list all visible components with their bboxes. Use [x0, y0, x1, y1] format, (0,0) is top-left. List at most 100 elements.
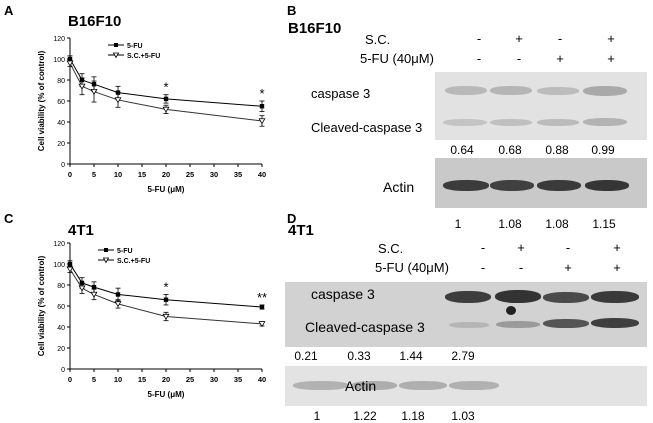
x-tick-label: 5 — [92, 375, 96, 384]
x-tick-label: 25 — [186, 170, 194, 179]
y-tick-label: 40 — [57, 120, 65, 127]
significance-marker: * — [259, 86, 264, 101]
data-point — [67, 56, 73, 62]
actin-ratio: 1.08 — [545, 217, 569, 231]
panel-letter-d: D — [287, 211, 297, 226]
actin-ratio: 1 — [454, 217, 462, 231]
panel-title-c: 4T1 — [68, 222, 94, 239]
panel-title-b: B16F10 — [288, 20, 342, 37]
fu-sign: - — [476, 51, 482, 66]
sc-sign: + — [515, 31, 523, 46]
actin-ratio: 1 — [313, 409, 321, 423]
western-blot-b16f10: S.C. 5-FU (40μM) - + - + - - + + caspase… — [285, 0, 653, 231]
x-tick-label: 0 — [68, 170, 72, 179]
ratio-value: 0.64 — [450, 143, 474, 157]
legend-label: 5-FU — [117, 248, 133, 255]
data-point — [91, 284, 97, 290]
x-tick-label: 10 — [114, 170, 122, 179]
sc-row-label: S.C. — [365, 32, 391, 47]
caspase-blot-image — [285, 282, 647, 347]
data-point — [259, 104, 265, 109]
cleaved-caspase-label: Cleaved-caspase 3 — [311, 120, 423, 135]
actin-label: Actin — [345, 378, 377, 394]
caspase-blot-image — [435, 72, 647, 140]
y-tick-label: 80 — [57, 283, 65, 290]
x-axis-label: 5-FU (μM) — [148, 390, 185, 399]
series-line-fu — [69, 58, 263, 107]
actin-ratio: 1.18 — [401, 409, 425, 423]
sc-sign: - — [565, 240, 571, 255]
x-tick-label: 0 — [68, 375, 72, 384]
y-tick-label: 40 — [57, 325, 65, 332]
data-point — [258, 321, 266, 328]
fu-sign: + — [613, 260, 621, 275]
actin-ratio: 1.08 — [498, 217, 522, 231]
fu-sign: - — [518, 260, 524, 275]
caspase-label: caspase 3 — [311, 86, 371, 101]
data-point — [90, 88, 98, 95]
data-point — [258, 118, 266, 125]
fu-sign: - — [480, 260, 486, 275]
panel-letter-a: A — [4, 3, 14, 18]
panel-letter-b: B — [287, 3, 297, 18]
data-point — [162, 106, 170, 113]
data-point — [162, 313, 170, 320]
x-axis-label: 5-FU (μM) — [148, 185, 185, 194]
sc-sign: + — [517, 240, 525, 255]
fu-sign: + — [564, 260, 572, 275]
y-tick-label: 120 — [53, 36, 65, 43]
actin-blot-image — [285, 366, 647, 406]
ratio-value: 2.79 — [451, 349, 475, 363]
cleaved-caspase-label: Cleaved-caspase 3 — [305, 319, 425, 335]
series-line-sc-fu — [69, 62, 263, 122]
viability-chart-b16f10: 0 20 40 60 80 100 120 0 5 10 15 20 25 30 35 40 5-FU (μM)… — [37, 36, 266, 194]
actin-blot-image — [435, 158, 647, 208]
x-tick-label: 15 — [138, 170, 146, 179]
caspase-label: caspase 3 — [311, 286, 375, 302]
ratio-value: 0.88 — [545, 143, 569, 157]
y-tick-label: 100 — [53, 57, 65, 64]
fu-sign: - — [516, 51, 522, 66]
data-point — [259, 304, 265, 310]
y-tick-label: 0 — [61, 162, 65, 169]
x-tick-label: 40 — [258, 375, 266, 384]
data-point — [115, 292, 121, 297]
panel-title-a: B16F10 — [68, 13, 122, 30]
x-tick-label: 10 — [114, 375, 122, 384]
data-point — [163, 297, 169, 302]
western-blot-4t1: S.C. 5-FU (40μM) - + - + - - + + caspase… — [285, 230, 653, 423]
actin-ratio: 1.22 — [353, 409, 377, 423]
sc-row-label: S.C. — [378, 241, 404, 256]
ratio-value: 0.68 — [498, 143, 522, 157]
sc-sign: + — [613, 240, 621, 255]
x-tick-label: 15 — [138, 375, 146, 384]
data-point — [67, 261, 73, 267]
series-line-sc-fu — [69, 268, 263, 325]
data-point — [66, 60, 74, 67]
legend-marker — [104, 248, 108, 252]
actin-label: Actin — [383, 179, 415, 195]
legend-marker — [102, 257, 110, 264]
data-point — [114, 301, 122, 308]
x-tick-label: 35 — [234, 170, 242, 179]
y-tick-label: 20 — [57, 141, 65, 148]
y-tick-label: 100 — [53, 262, 65, 269]
y-tick-label: 0 — [61, 367, 65, 374]
viability-chart-4t1: 0 20 40 60 80 100 120 0 5 10 15 20 25 30 35 40 5-FU (μM)… — [37, 241, 267, 399]
panel-letter-c: C — [4, 211, 14, 226]
y-tick-label: 60 — [57, 99, 65, 106]
series-line-fu — [69, 263, 263, 308]
y-tick-label: 80 — [57, 78, 65, 85]
fu-row-label: 5-FU (40μM) — [375, 260, 449, 275]
x-tick-label: 40 — [258, 170, 266, 179]
ratio-value: 0.33 — [347, 349, 371, 363]
data-point — [163, 96, 169, 102]
ratio-value: 1.44 — [399, 349, 423, 363]
data-point — [90, 291, 98, 298]
sc-sign: + — [607, 31, 615, 46]
legend-label: S.C.+5-FU — [127, 53, 160, 60]
sc-sign: - — [480, 240, 486, 255]
y-tick-label: 20 — [57, 346, 65, 353]
x-tick-label: 30 — [210, 170, 218, 179]
y-tick-label: 120 — [53, 241, 65, 248]
